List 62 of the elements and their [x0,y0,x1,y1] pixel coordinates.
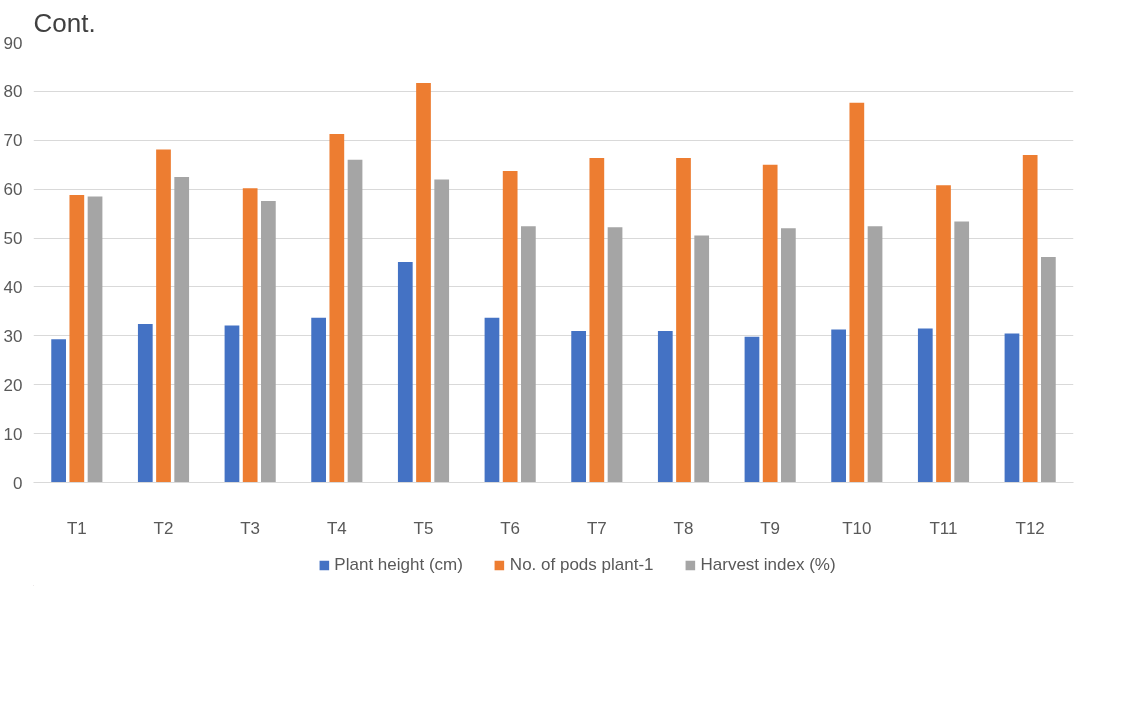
y-tick-label: 0 [13,473,23,493]
bar [1022,154,1038,483]
legend-label: Plant height (cm) [334,555,463,575]
bar [484,317,500,483]
bar [329,133,345,483]
bar [936,185,951,483]
bar [607,227,623,483]
bar [51,339,66,483]
y-tick-label: 50 [3,229,23,249]
bar [242,188,258,483]
chart-title: Cont. [33,7,96,38]
bar [781,228,796,483]
y-tick-label: 10 [3,424,23,444]
bar [261,200,276,483]
bar [676,157,691,483]
x-tick-label: T3 [240,518,261,538]
y-tick-label: 60 [3,180,23,200]
bar [224,325,240,483]
y-tick-label: 70 [3,131,23,151]
bar [502,171,518,483]
x-tick-label: T9 [760,518,781,538]
bar [571,330,586,483]
bar [397,262,413,483]
bar [87,196,103,483]
legend-label: No. of pods plant-1 [509,555,654,575]
x-tick-label: T4 [326,518,347,538]
x-tick-label: T7 [586,518,607,538]
bar [867,226,883,483]
bar [434,179,450,483]
bar [174,176,190,483]
y-tick-label: 40 [3,277,23,297]
x-tick-label: T8 [673,518,694,538]
y-tick-label: 80 [3,82,23,102]
bar [137,324,153,483]
bar [1041,257,1056,483]
x-tick-label: T2 [153,518,174,538]
bar [831,329,846,483]
x-tick-label: T10 [842,518,872,538]
bar [156,149,171,483]
bar [744,336,760,483]
x-tick-label: T5 [413,518,434,538]
y-tick-label: 90 [3,33,23,53]
bar [1004,333,1020,483]
x-tick-label: T11 [929,518,958,538]
bar [694,235,710,483]
bar [762,164,778,483]
bar [917,328,933,483]
bar [311,317,326,483]
y-tick-label: 20 [3,375,23,395]
bar [347,159,363,483]
bar [416,83,431,483]
bar [521,226,536,483]
bar [69,195,85,483]
y-tick-label: 30 [3,326,23,346]
bar [954,221,970,483]
legend-label: Harvest index (%) [700,555,836,575]
bar [849,102,865,483]
x-tick-label: T12 [1015,518,1045,538]
x-tick-label: T1 [66,518,87,538]
x-tick-label: T6 [500,518,521,538]
bar [657,330,673,483]
bar [589,157,605,483]
